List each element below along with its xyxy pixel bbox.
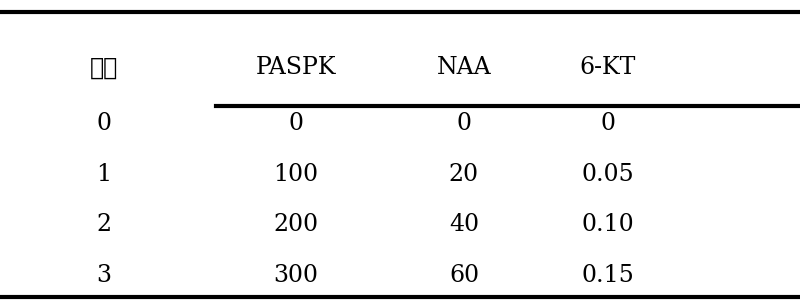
Text: 300: 300 — [274, 264, 318, 287]
Text: 6-KT: 6-KT — [580, 56, 636, 79]
Text: 20: 20 — [449, 163, 479, 186]
Text: 0.10: 0.10 — [582, 213, 634, 237]
Text: 2: 2 — [97, 213, 111, 237]
Text: 3: 3 — [97, 264, 111, 287]
Text: 0.05: 0.05 — [582, 163, 634, 186]
Text: 0: 0 — [601, 112, 615, 136]
Text: 200: 200 — [274, 213, 318, 237]
Text: NAA: NAA — [437, 56, 491, 79]
Text: 60: 60 — [449, 264, 479, 287]
Text: 0.15: 0.15 — [582, 264, 634, 287]
Text: 1: 1 — [97, 163, 111, 186]
Text: 代码: 代码 — [90, 55, 118, 79]
Text: 100: 100 — [274, 163, 318, 186]
Text: PASPK: PASPK — [256, 56, 336, 79]
Text: 0: 0 — [97, 112, 111, 136]
Text: 0: 0 — [457, 112, 471, 136]
Text: 40: 40 — [449, 213, 479, 237]
Text: 0: 0 — [289, 112, 303, 136]
